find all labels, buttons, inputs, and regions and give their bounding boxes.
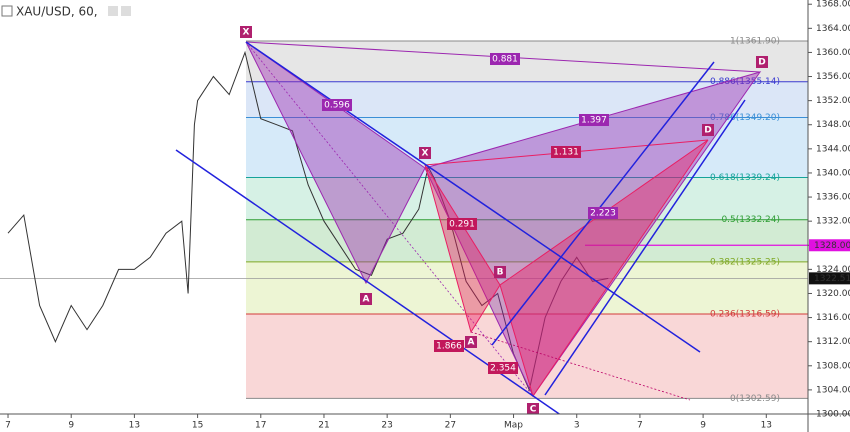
fib-label: 0.786(1349.20) (710, 113, 780, 123)
price-line (7, 50, 609, 392)
x-tick-label: 27 (445, 421, 456, 431)
icon[interactable] (121, 6, 131, 16)
ratio-label: 1.131 (553, 148, 579, 158)
ratio-label: 2.354 (490, 364, 516, 374)
fib-band (246, 117, 808, 178)
fib-label: 0.236(1316.59) (710, 310, 780, 320)
alert-box (809, 239, 850, 252)
y-tick-label: 1304.00 (816, 385, 850, 395)
fib-band (246, 261, 808, 315)
alert-label: 1328.00 (814, 241, 850, 251)
point-label: D (704, 126, 711, 136)
x-tick-label: 15 (192, 421, 203, 431)
x-tick-label: 7 (637, 421, 643, 431)
point-label: A (363, 295, 370, 305)
y-tick-label: 1308.00 (816, 361, 850, 371)
x-tick-label: 7 (5, 421, 11, 431)
y-tick-label: 1348.00 (816, 120, 850, 130)
point-label: A (468, 338, 475, 348)
y-tick-label: 1300.00 (816, 410, 850, 420)
x-tick-label: 21 (318, 421, 329, 431)
y-tick-label: 1312.00 (816, 337, 850, 347)
trend-lines (175, 41, 746, 421)
fib-band (246, 177, 808, 220)
x-tick-label: Мар (504, 421, 523, 431)
fib-label: 0(1302.59) (730, 394, 780, 404)
header: XAU/USD, 60, (1, 5, 131, 19)
y-tick-label: 1340.00 (816, 168, 850, 178)
point-label: D (758, 58, 765, 68)
fib-label: 0.5(1332.24) (721, 215, 780, 225)
x-tick-label: 3 (574, 421, 580, 431)
chart-title: XAU/USD, 60, (16, 5, 98, 19)
x-tick-label: 9 (700, 421, 706, 431)
fib-band (246, 219, 808, 262)
ratio-label: 2.223 (590, 209, 616, 219)
y-tick-label: 1324.00 (816, 265, 850, 275)
ratio-label: 1.397 (581, 116, 607, 126)
ratio-label: 0.291 (449, 220, 475, 230)
last-price-label: 1322.51 (814, 274, 850, 284)
x-tick-label: 13 (129, 421, 140, 431)
ratio-label: 0.881 (492, 55, 518, 65)
y-tick-label: 1352.00 (816, 96, 850, 106)
fib-label: 0.382(1325.25) (710, 257, 780, 267)
x-tick-label: 13 (761, 421, 772, 431)
point-label: X (243, 28, 250, 38)
y-tick-label: 1336.00 (816, 193, 850, 203)
fib-retracement: 1(1361.90) 0.886(1355.14) 0.786(1349.20) 0.… (246, 36, 808, 404)
y-tick-label: 1364.00 (816, 24, 850, 34)
point-label: C (530, 405, 537, 415)
pattern-labels: X A X A B C D D 0.596 0.881 1.397 2.223 … (240, 26, 768, 415)
point-label: X (422, 149, 429, 159)
y-tick-label: 1360.00 (816, 48, 850, 58)
point-label: B (497, 268, 504, 278)
fib-label: 0.618(1339.24) (710, 173, 780, 183)
last-price-box (809, 272, 850, 285)
price-series (0, 50, 808, 392)
y-tick-label: 1332.00 (816, 217, 850, 227)
icon[interactable] (108, 6, 118, 16)
ratio-label: 1.866 (436, 342, 462, 352)
fib-label: 1(1361.90) (730, 36, 780, 46)
ratio-label: 0.596 (324, 101, 350, 111)
fib-label: 0.886(1355.14) (710, 77, 780, 87)
y-tick-label: 1356.00 (816, 72, 850, 82)
y-tick-label: 1316.00 (816, 313, 850, 323)
y-tick-label: 1320.00 (816, 289, 850, 299)
x-tick-label: 23 (381, 421, 392, 431)
y-tick-label: 1368.00 (816, 0, 850, 10)
x-tick-label: 17 (255, 421, 266, 431)
y-tick-label: 1344.00 (816, 144, 850, 154)
x-tick-label: 9 (68, 421, 74, 431)
